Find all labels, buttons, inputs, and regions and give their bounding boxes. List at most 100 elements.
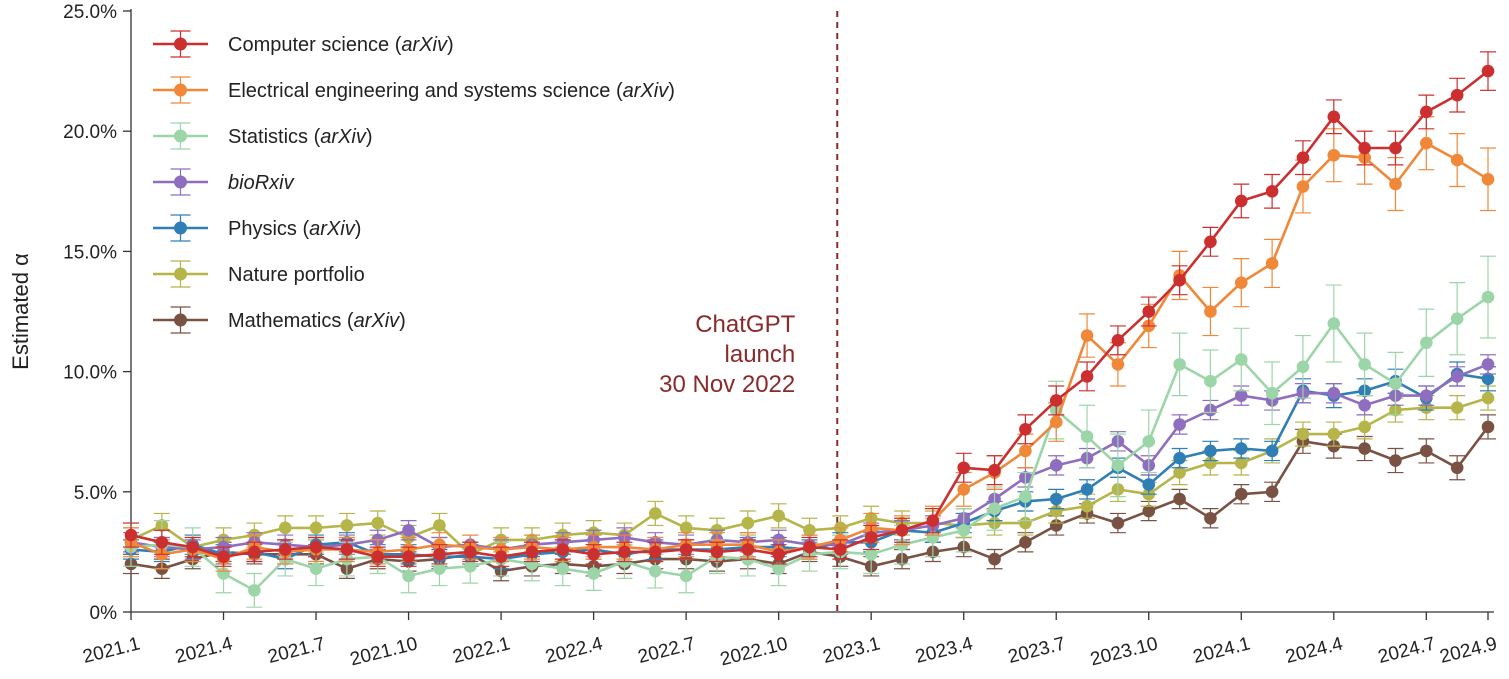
data-point (1019, 535, 1032, 549)
data-point (1173, 466, 1186, 479)
data-point (1111, 516, 1125, 530)
axes: 0% 5.0% 10.0% 15.0% 20.0% 25.0% Estimated α 202… (8, 2, 1499, 670)
data-point (1481, 372, 1495, 386)
data-point (1049, 492, 1063, 506)
x-tick-label: 2021.7 (266, 633, 327, 667)
data-point (803, 523, 816, 537)
data-point (803, 540, 816, 554)
data-point (278, 521, 292, 535)
data-point (741, 543, 755, 556)
data-point (1327, 148, 1341, 162)
data-point (1358, 398, 1371, 412)
data-point (988, 552, 1001, 566)
data-point (1358, 358, 1371, 371)
legend-entry: Statistics (arXiv) (153, 122, 373, 150)
data-point (371, 516, 385, 530)
data-point (1358, 420, 1371, 434)
data-point (1296, 360, 1310, 374)
data-point (1142, 478, 1156, 491)
data-point (1389, 177, 1402, 191)
data-point (340, 543, 354, 556)
legend-label: bioRxiv (228, 172, 295, 194)
data-point (248, 584, 261, 597)
x-tick-label: 2024.7 (1376, 633, 1437, 667)
data-point (1450, 461, 1464, 475)
data-point (1234, 353, 1248, 366)
data-point (864, 531, 878, 544)
series-computer-science (123, 51, 1496, 567)
x-tick-label: 2024.4 (1284, 633, 1346, 668)
data-point (587, 548, 600, 561)
data-point (1111, 334, 1125, 347)
data-point (1481, 290, 1495, 304)
data-point (155, 535, 169, 549)
data-point (741, 516, 755, 530)
data-point (1234, 389, 1248, 402)
y-tick-label: 20.0% (63, 122, 117, 143)
data-point (1080, 483, 1094, 496)
data-point (957, 483, 971, 496)
data-point (463, 560, 477, 573)
legend-label: Nature portfolio (228, 264, 365, 286)
x-tick-label: 2023.1 (821, 633, 882, 667)
data-point (124, 528, 138, 542)
x-tick-label: 2022.10 (718, 633, 790, 670)
data-point (1019, 444, 1032, 458)
data-point (217, 550, 230, 564)
data-point (1265, 444, 1279, 458)
data-point (1296, 427, 1310, 441)
data-point (1234, 442, 1248, 455)
y-tick-label: 15.0% (63, 242, 117, 263)
plot-area (123, 51, 1496, 608)
x-tick-label: 2024.9 (1438, 633, 1499, 667)
data-point (1389, 377, 1402, 390)
data-point (926, 514, 940, 527)
x-tick-label: 2023.7 (1006, 633, 1067, 667)
data-point (248, 545, 261, 559)
x-tick-label: 2021.4 (173, 633, 235, 668)
data-point (433, 562, 446, 576)
data-point (1204, 456, 1217, 470)
data-point (1173, 273, 1186, 287)
data-point (1420, 136, 1433, 150)
data-point (926, 531, 940, 544)
data-point (433, 519, 446, 532)
data-point (494, 550, 508, 564)
data-point (1049, 504, 1063, 518)
data-point (433, 548, 446, 561)
data-point (1389, 141, 1402, 155)
data-point (309, 521, 323, 535)
data-point (648, 507, 662, 520)
data-point (1265, 185, 1279, 198)
legend-entry: Nature portfolio (153, 260, 365, 288)
data-point (1389, 454, 1402, 467)
data-point (1420, 444, 1433, 458)
data-point (1204, 235, 1217, 249)
x-tick-label: 2024.1 (1191, 633, 1252, 667)
data-point (1080, 329, 1094, 342)
data-point (1204, 374, 1217, 388)
data-point (1173, 418, 1186, 431)
data-point (371, 550, 385, 564)
chatgpt-launch-annotation: ChatGPT launch 30 Nov 2022 (659, 11, 839, 612)
data-point (772, 562, 785, 576)
y-tick-label: 5.0% (74, 483, 117, 504)
data-point (556, 562, 570, 576)
data-point (1049, 519, 1063, 532)
x-tick-label: 2022.7 (636, 633, 697, 667)
data-point (1358, 141, 1371, 155)
data-point (1450, 312, 1464, 326)
data-point (864, 548, 878, 561)
data-point (1204, 444, 1217, 458)
data-point (186, 540, 199, 554)
data-point (1481, 420, 1495, 434)
data-point (679, 521, 693, 535)
legend-label: Computer science (arXiv) (228, 34, 454, 56)
data-point (1296, 180, 1310, 193)
x-tick-label: 2021.1 (81, 633, 142, 667)
data-point (710, 545, 724, 559)
data-point (1327, 386, 1341, 400)
data-point (1234, 194, 1248, 208)
legend-label: Electrical engineering and systems scien… (228, 80, 675, 102)
